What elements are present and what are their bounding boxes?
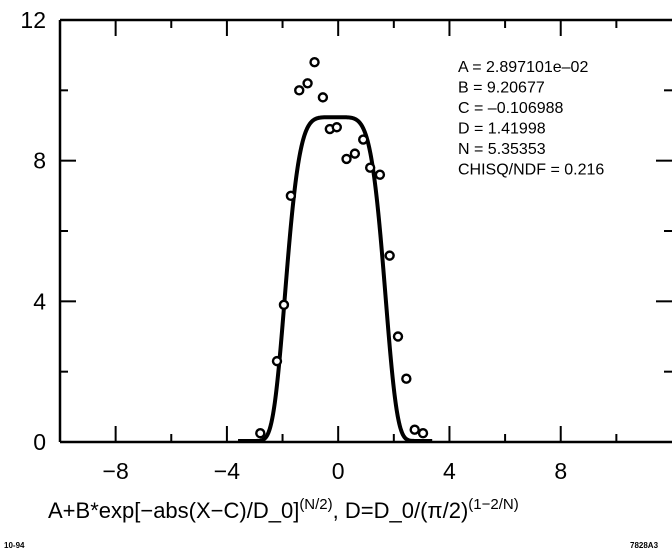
y-tick-label: 12 [20, 7, 46, 33]
x-tick-label: 4 [443, 458, 456, 484]
axis-ticks [59, 19, 672, 443]
y-tick-label: 4 [33, 288, 46, 314]
x-tick-label: 0 [332, 458, 345, 484]
data-points [255, 57, 429, 439]
x-tick-label: 8 [554, 458, 567, 484]
data-point [285, 190, 297, 202]
data-point [309, 57, 320, 68]
formula-part2: , D=D_0/(π/2) [333, 498, 469, 523]
fit-parameter-line: C = –0.106988 [458, 100, 564, 117]
data-point [302, 78, 313, 89]
fit-parameter-line: A = 2.897101e–02 [458, 59, 588, 76]
y-tick-label: 0 [33, 429, 46, 455]
data-point [358, 134, 369, 145]
data-point [271, 355, 283, 367]
data-point [401, 373, 412, 384]
formula-sup1: (N/2) [299, 496, 332, 513]
x-tick-labels: −8 −4 0 4 8 [103, 458, 568, 484]
data-point [278, 299, 290, 311]
y-tick-label: 8 [33, 148, 46, 174]
y-tick-labels: 0 4 8 12 [20, 7, 46, 455]
fit-curve [236, 115, 434, 443]
x-tick-label: −4 [214, 458, 240, 484]
fit-parameter-line: B = 9.20677 [458, 80, 545, 97]
formula-sup2: (1−2/N) [468, 496, 518, 513]
fit-parameter-line: N = 5.35353 [458, 141, 546, 158]
fit-parameter-line: CHISQ/NDF = 0.216 [458, 162, 604, 179]
formula-part1: A+B*exp[−abs(X−C)/D_0] [48, 498, 299, 523]
data-point [409, 424, 420, 435]
fit-parameters: A = 2.897101e–02 B = 9.20677 C = –0.106988… [458, 59, 604, 179]
corner-label-right: 7828A3 [630, 541, 659, 550]
data-point [374, 169, 386, 180]
data-point [384, 250, 395, 261]
data-point [294, 85, 305, 96]
data-point [364, 162, 376, 173]
corner-label-left: 10-94 [4, 541, 25, 550]
data-point [331, 122, 342, 133]
data-point [392, 331, 404, 342]
data-point [349, 148, 361, 159]
fit-parameter-line: D = 1.41998 [458, 121, 546, 138]
data-point [341, 153, 352, 165]
x-axis-formula: A+B*exp[−abs(X−C)/D_0](N/2), D=D_0/(π/2)… [48, 496, 519, 523]
x-tick-label: −8 [103, 458, 129, 484]
data-point [417, 428, 429, 439]
data-point [317, 92, 329, 103]
data-point [255, 428, 266, 439]
